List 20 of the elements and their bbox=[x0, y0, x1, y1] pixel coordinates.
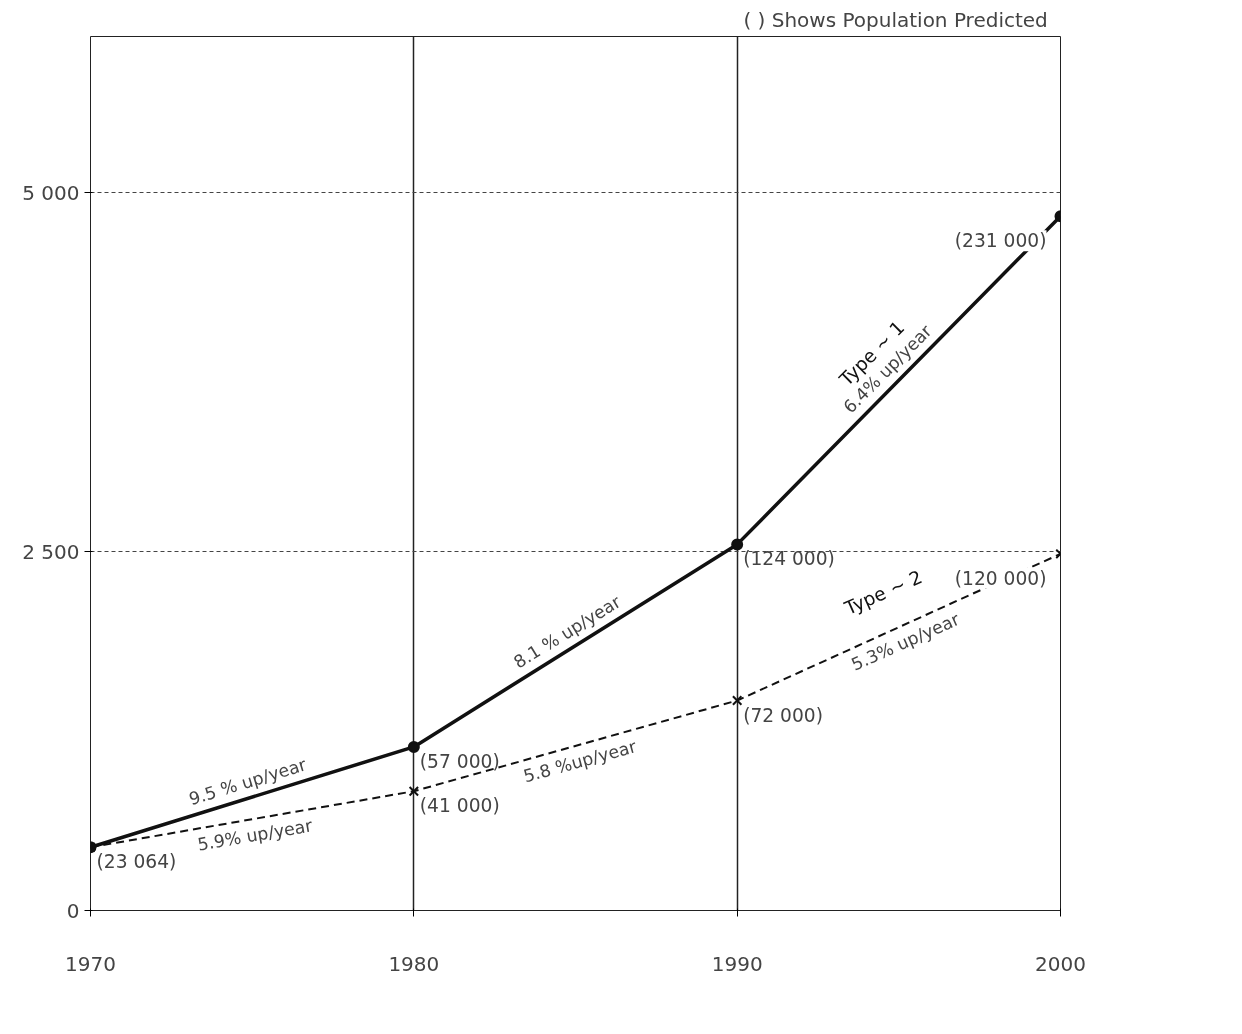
text: Type ~ 2 bbox=[840, 566, 926, 620]
x-tick-label: 1970 bbox=[65, 951, 116, 976]
annotation: (231 000) bbox=[954, 230, 1047, 252]
y-tick-label: 0 bbox=[66, 898, 80, 923]
annotation: (120 000) bbox=[954, 567, 1047, 589]
annotation: (124 000) bbox=[743, 548, 835, 570]
point bbox=[407, 740, 420, 753]
annotation: (23 064) bbox=[96, 851, 177, 873]
x-tick-label: 1980 bbox=[388, 951, 440, 976]
x-tick-label: 1990 bbox=[711, 951, 763, 976]
chart-title: ( ) Shows Population Predicted bbox=[743, 7, 1048, 32]
annotation: 9.5 % up/year bbox=[186, 754, 310, 810]
annotation: (41 000) bbox=[419, 795, 500, 817]
annotation: (72 000) bbox=[743, 704, 824, 726]
annotation: (57 000) bbox=[419, 750, 500, 772]
point bbox=[731, 538, 744, 551]
y-tick-label: 2 500 bbox=[22, 539, 80, 564]
y-tick-label: 5 000 bbox=[22, 180, 80, 205]
x-tick-label: 2000 bbox=[1035, 951, 1086, 976]
annotation: 5.9% up/year bbox=[195, 815, 315, 855]
